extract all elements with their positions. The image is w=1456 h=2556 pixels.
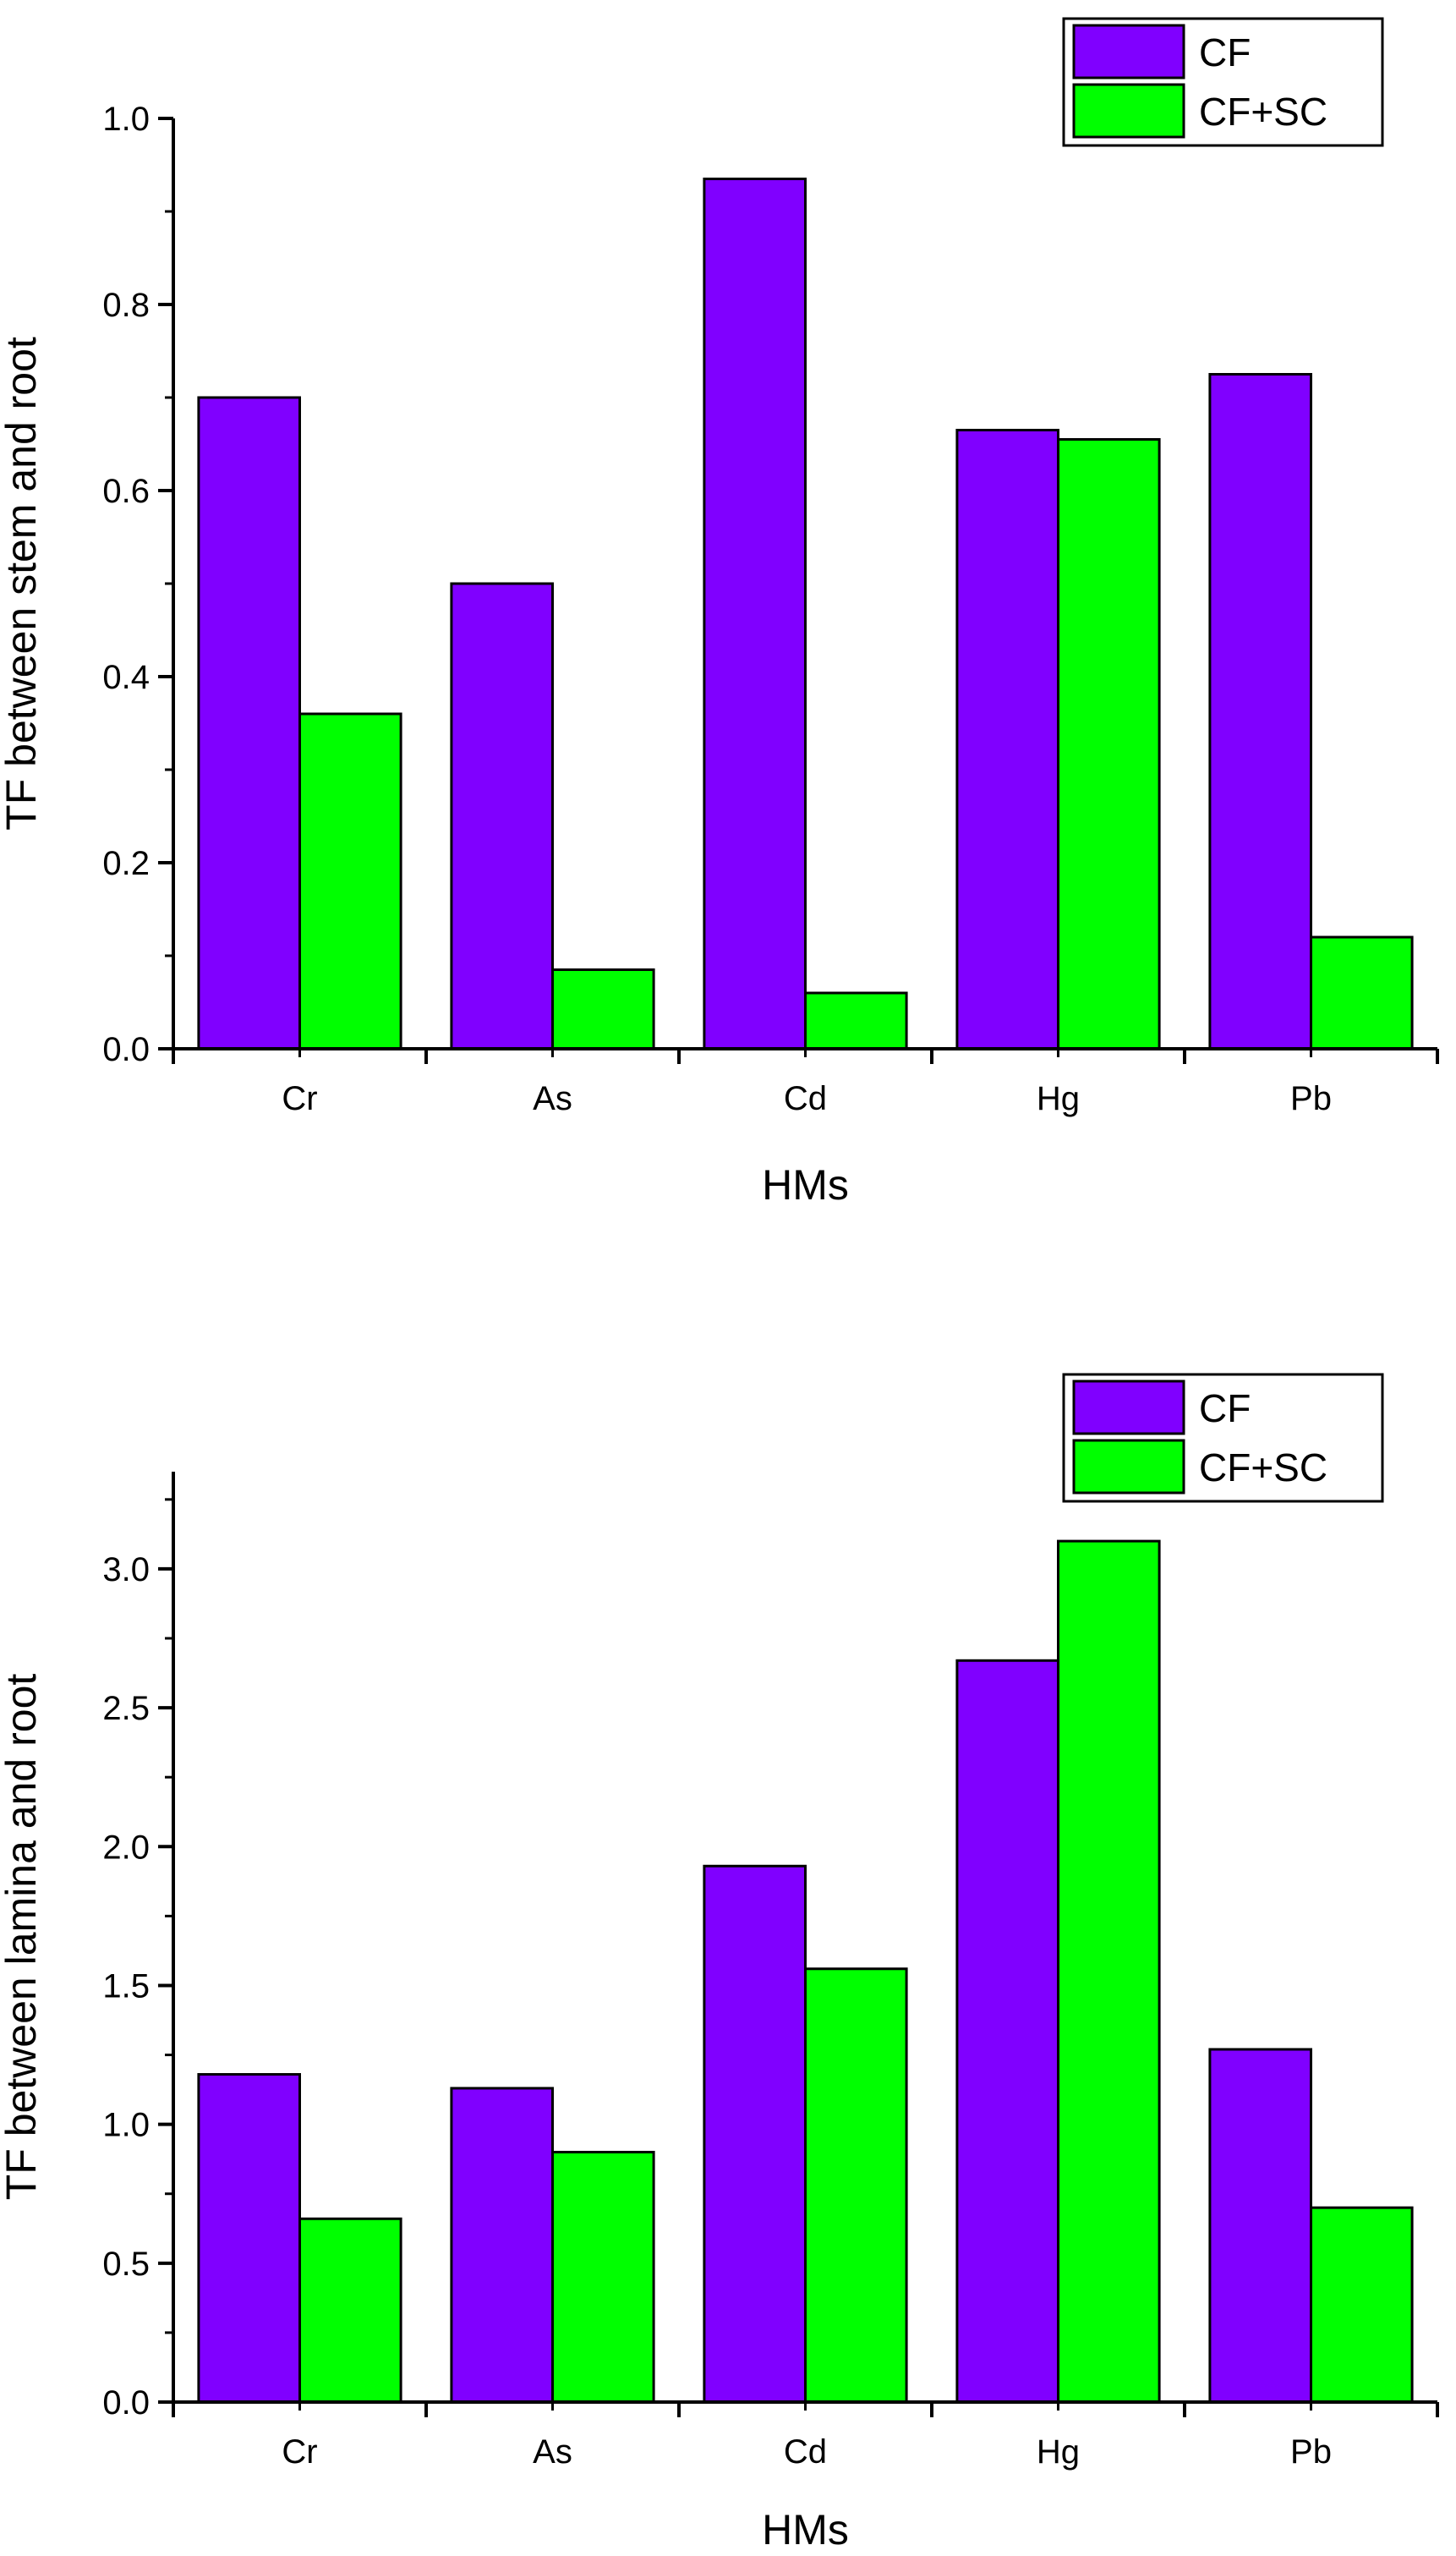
stem-root-chart: 0.0 0.2 0.4 0.6 0.8 1.0 Cr As Cd Hg Pb HMs TF betwee…: [0, 17, 1439, 1209]
bar-cf-cr: [197, 396, 301, 1050]
bar-cf-hg: [955, 429, 1060, 1050]
y-tick-label: 0.2: [102, 845, 150, 882]
x-tick-label-hg: Hg: [1037, 1080, 1080, 1117]
bar-cf-plus-sc-pb: [1310, 2206, 1414, 2404]
x-tick-label-cr: Cr: [282, 2433, 317, 2471]
bar-cf-plus-sc-hg: [1057, 1539, 1161, 2404]
bar-cf-plus-sc-as: [551, 968, 655, 1050]
x-tick-label-cd: Cd: [784, 1080, 827, 1117]
legend-swatch-1: [1072, 1439, 1185, 1495]
legend-label-0: CF: [1199, 30, 1251, 74]
bar-cf-plus-sc-cr: [298, 712, 402, 1050]
y-tick-label: 1.0: [102, 2107, 150, 2144]
bar-cf-as: [450, 2087, 555, 2404]
bar-cf-plus-sc-hg: [1057, 438, 1161, 1050]
bar-cf-plus-sc-cd: [804, 991, 908, 1050]
legend-swatch-1: [1072, 83, 1185, 139]
x-axis-title: HMs: [762, 2506, 849, 2553]
legend-swatch-0: [1072, 24, 1185, 80]
y-tick-label: 0.0: [102, 2384, 150, 2422]
legend: CF CF+SC: [1062, 17, 1384, 147]
legend-label-1: CF+SC: [1199, 90, 1327, 134]
y-tick-label: 0.8: [102, 287, 150, 324]
bar-cf-cd: [703, 178, 807, 1050]
y-tick-label: 2.0: [102, 1829, 150, 1866]
y-axis-title: TF between lamina and root: [0, 1674, 45, 2201]
legend: CF CF+SC: [1062, 1373, 1384, 1503]
bar-cf-plus-sc-cd: [804, 1967, 908, 2404]
y-tick-label: 1.5: [102, 1967, 150, 2005]
y-tick-label: 0.6: [102, 473, 150, 510]
bar-cf-as: [450, 582, 555, 1050]
bar-cf-plus-sc-pb: [1310, 935, 1414, 1050]
bar-cf-cr: [197, 2073, 301, 2404]
y-tick-label: 0.0: [102, 1031, 150, 1068]
y-tick-label: 2.5: [102, 1690, 150, 1727]
bar-cf-hg: [955, 1659, 1060, 2404]
y-tick-label: 1.0: [102, 101, 150, 138]
y-tick-label: 0.5: [102, 2246, 150, 2283]
x-tick-label-cd: Cd: [784, 2433, 827, 2471]
legend-label-0: CF: [1199, 1386, 1251, 1430]
x-axis-title: HMs: [762, 1161, 849, 1209]
legend-swatch-0: [1072, 1379, 1185, 1435]
bar-cf-plus-sc-cr: [298, 2217, 402, 2404]
y-tick-label: 0.4: [102, 659, 150, 696]
bar-cf-pb: [1208, 2048, 1313, 2404]
bar-cf-pb: [1208, 373, 1313, 1050]
legend-label-1: CF+SC: [1199, 1445, 1327, 1489]
lamina-root-chart: 0.0 0.5 1.0 1.5 2.0 2.5 3.0 Cr As Cd Hg Pb HMs TF bet…: [0, 1373, 1439, 2553]
x-tick-label-pb: Pb: [1290, 2433, 1332, 2471]
x-tick-label-hg: Hg: [1037, 2433, 1080, 2471]
x-tick-label-as: As: [533, 2433, 572, 2471]
bar-cf-cd: [703, 1864, 807, 2404]
x-tick-label-pb: Pb: [1290, 1080, 1332, 1117]
x-tick-label-as: As: [533, 1080, 572, 1117]
y-axis-title: TF between stem and root: [0, 337, 45, 831]
x-tick-label-cr: Cr: [282, 1080, 317, 1117]
bar-cf-plus-sc-as: [551, 2150, 655, 2404]
y-tick-label: 3.0: [102, 1551, 150, 1588]
